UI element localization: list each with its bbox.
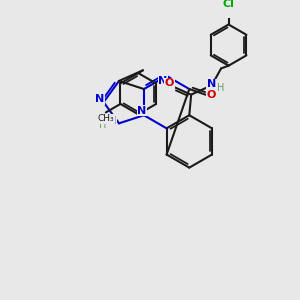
Text: N: N <box>158 76 167 85</box>
Text: N: N <box>137 106 147 116</box>
Text: CH₃: CH₃ <box>98 114 114 123</box>
Text: O: O <box>165 78 174 88</box>
Text: H: H <box>99 120 107 130</box>
Text: N: N <box>95 94 104 104</box>
Text: O: O <box>207 90 216 100</box>
Text: H: H <box>218 83 225 93</box>
Text: Cl: Cl <box>223 0 235 9</box>
Text: N: N <box>107 116 116 127</box>
Text: N: N <box>207 80 216 89</box>
